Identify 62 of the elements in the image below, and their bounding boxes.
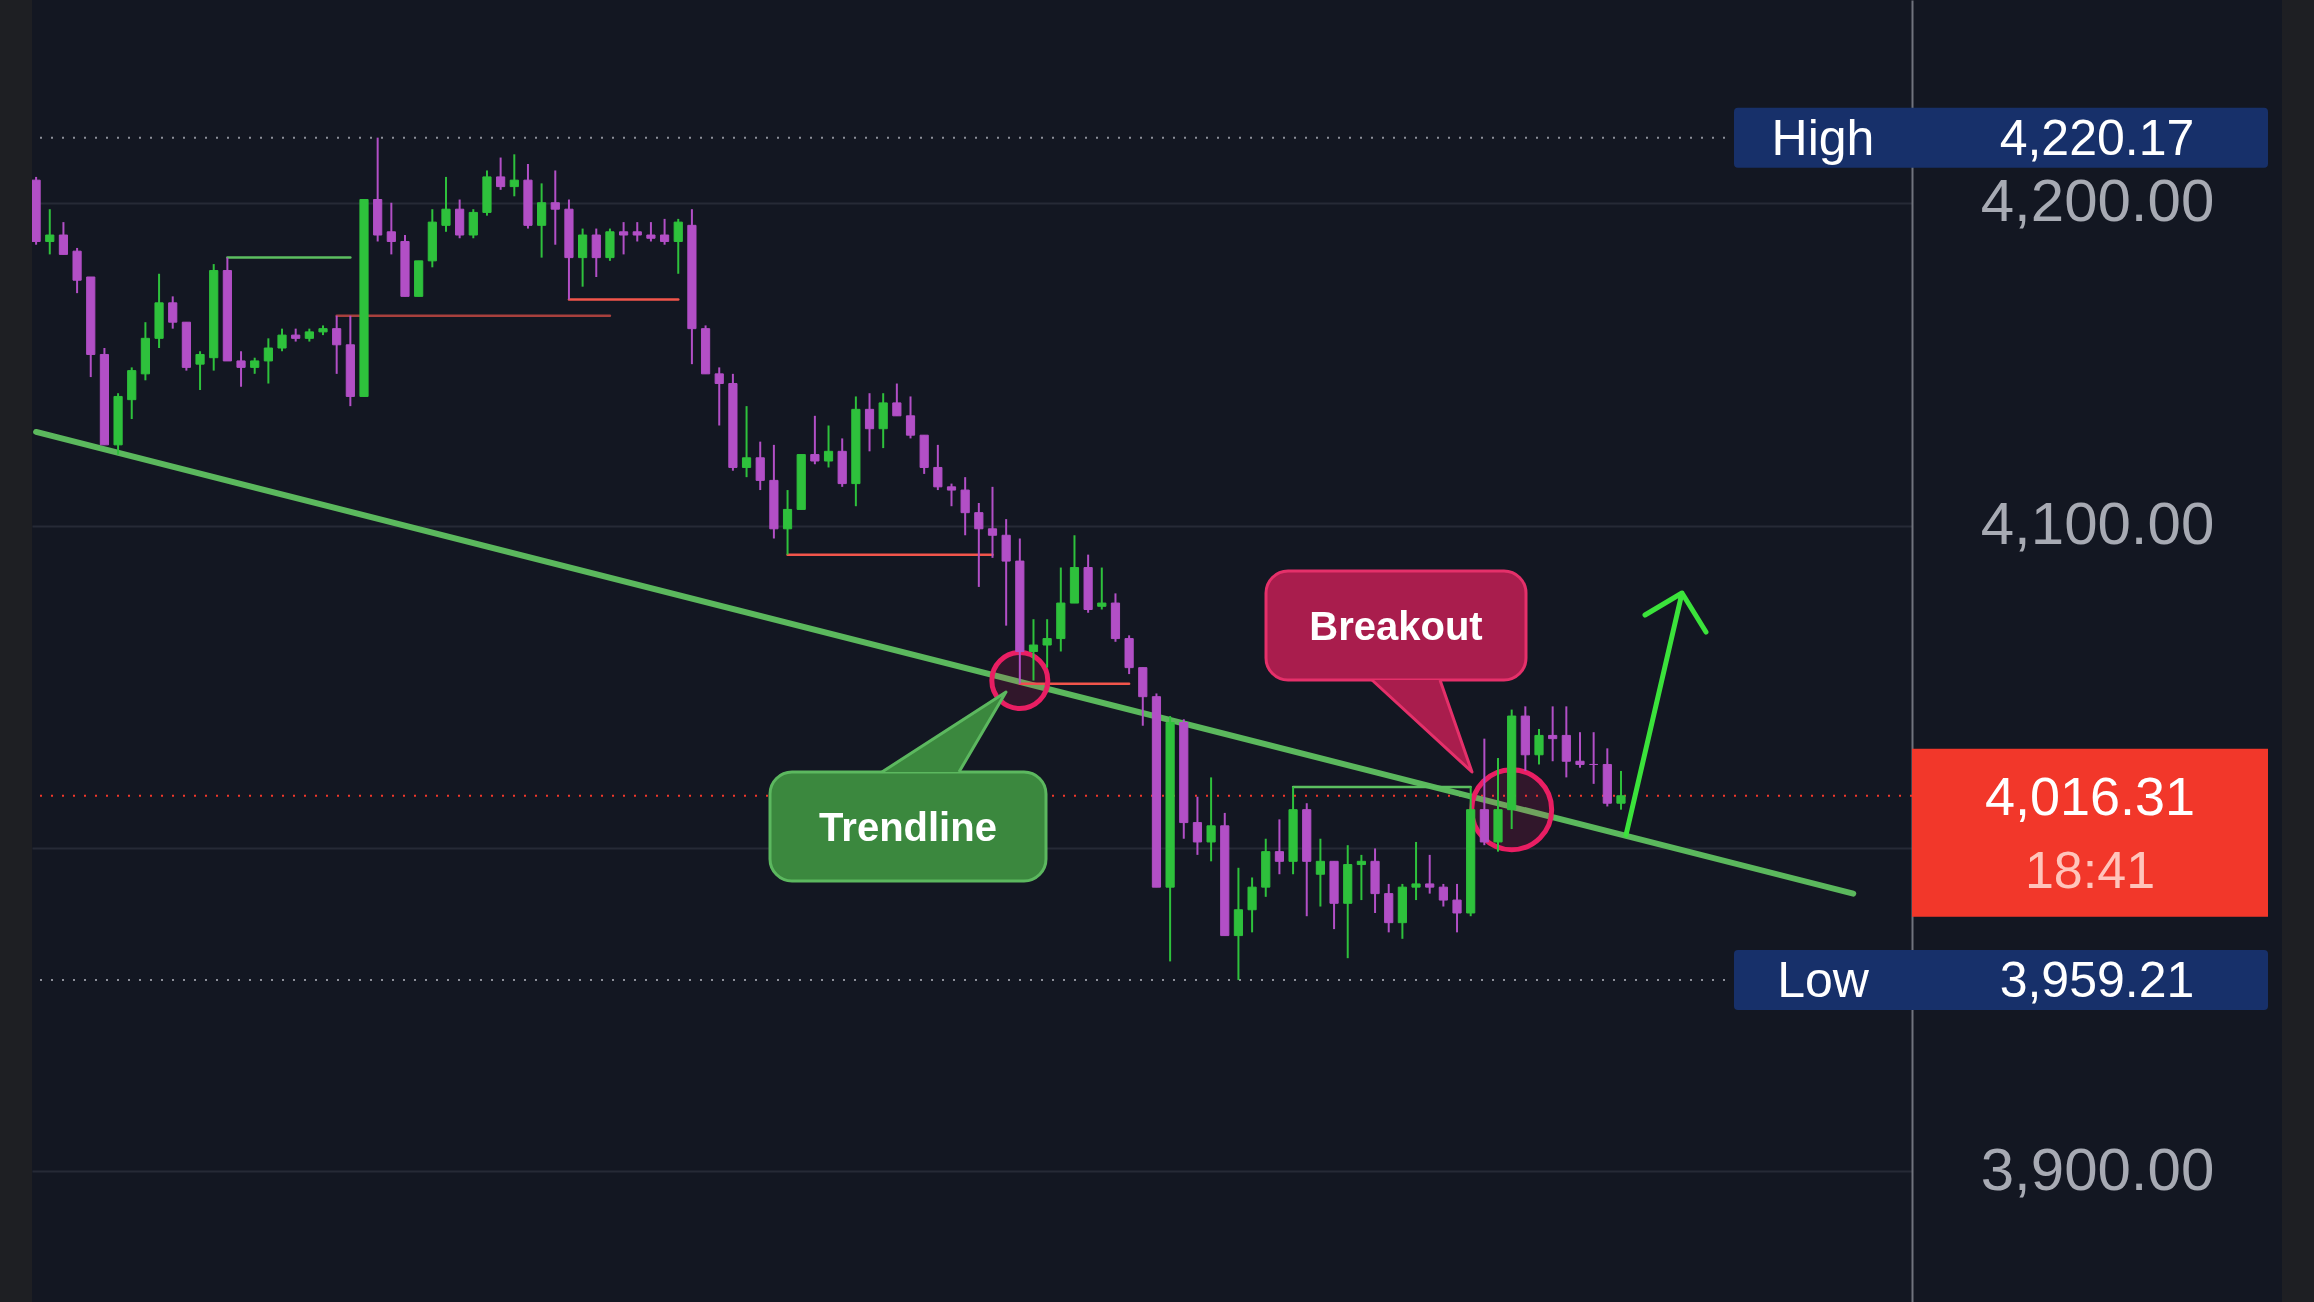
- candlestick: [263, 337, 273, 385]
- candlestick: [332, 314, 342, 375]
- candlestick: [45, 208, 55, 256]
- candlestick: [892, 382, 902, 417]
- candlestick: [960, 476, 970, 537]
- text: Low 3,959.21: [1777, 952, 2195, 1009]
- candlestick: [673, 217, 683, 275]
- annotation: Breakout: [1309, 603, 1483, 648]
- candlestick: [468, 208, 478, 240]
- candlestick: [933, 443, 943, 492]
- candlestick: [946, 482, 957, 508]
- candlestick: [578, 227, 588, 288]
- candlestick: [741, 405, 752, 479]
- candlestick: [974, 501, 984, 588]
- candlestick: [168, 295, 178, 330]
- candlestick: [441, 175, 451, 233]
- candlestick: [1192, 795, 1203, 856]
- candlestick: [714, 366, 724, 427]
- candlestick: [58, 221, 69, 256]
- candlestick: [632, 221, 642, 243]
- candlestick: [1425, 853, 1435, 895]
- candlestick: [1411, 840, 1421, 902]
- candlestick: [823, 424, 834, 469]
- candlestick: [1575, 731, 1585, 769]
- candlestick: [619, 221, 629, 256]
- candlestick: [236, 350, 246, 388]
- y-tick-label: 4,100.00: [1980, 490, 2215, 558]
- candlestick: [277, 327, 287, 353]
- candlestick: [810, 414, 820, 466]
- candlestick: [1315, 837, 1325, 908]
- text: 18:41: [2024, 840, 2156, 899]
- candlestick: [1206, 776, 1216, 863]
- candlestick: [864, 392, 875, 453]
- candlestick: [1452, 882, 1462, 934]
- candlestick: [550, 169, 560, 246]
- y-tick-label: 3,900.00: [1980, 1135, 2215, 1203]
- candlestick: [1042, 618, 1052, 669]
- candlestick: [195, 350, 205, 391]
- candlestick: [1616, 769, 1626, 811]
- candlestick: [755, 440, 765, 492]
- candlestick: [591, 227, 601, 278]
- candlestick: [1438, 882, 1448, 908]
- candlestick: [386, 201, 396, 256]
- y-tick-label: 4,200.00: [1980, 167, 2215, 235]
- candlestick: [537, 182, 547, 259]
- candlestick: [509, 153, 519, 198]
- candlestick: [1356, 853, 1366, 902]
- text: High 4,220.17: [1771, 109, 2195, 166]
- ref-line-label: 4,016.31: [1984, 765, 2196, 826]
- candlestick: [646, 221, 656, 243]
- candlestick: [1534, 727, 1544, 766]
- candlestick: [987, 485, 998, 559]
- candlestick: [1028, 618, 1039, 682]
- candlestick: [1548, 705, 1558, 763]
- candlestick: [782, 489, 793, 556]
- candlestick: [905, 395, 916, 440]
- candlestick: [496, 156, 506, 191]
- candlestick: [1097, 566, 1107, 611]
- candlestick: [659, 217, 670, 246]
- candlestick: [1274, 818, 1285, 876]
- annotation: Trendline: [819, 804, 997, 849]
- candlestick: [1247, 876, 1257, 934]
